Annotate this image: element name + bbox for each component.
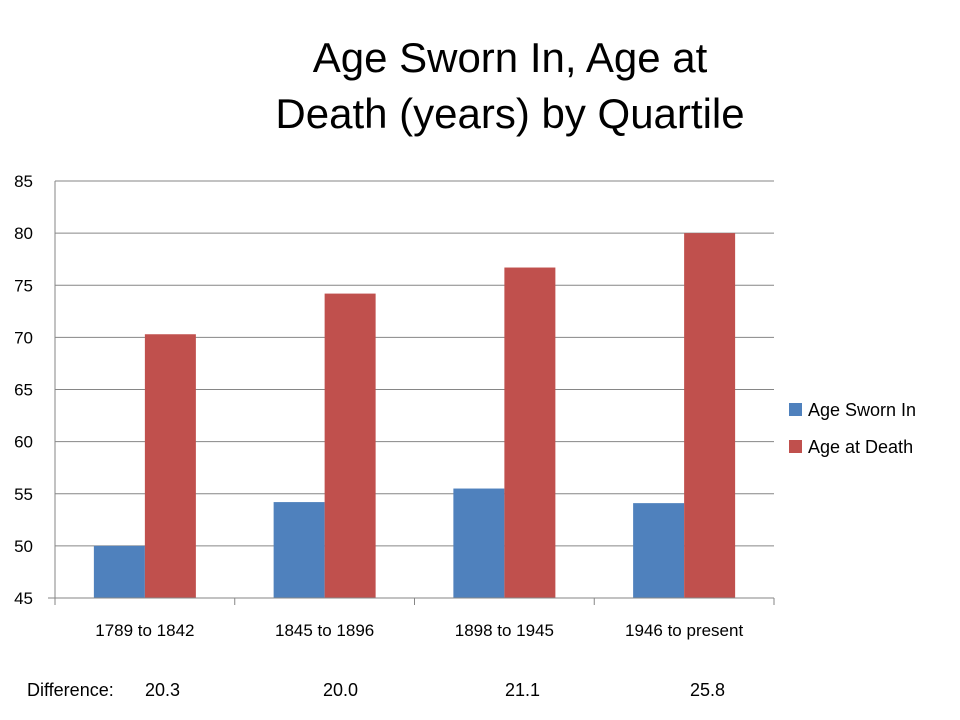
bar-age-sworn-in [273,502,325,598]
y-tick-label: 50 [14,537,33,556]
x-tick-label: 1845 to 1896 [275,621,374,640]
y-tick-label: 70 [14,328,33,347]
bar-age-at-death [144,334,196,598]
legend: Age Sworn In Age at Death [789,400,916,457]
bar-age-at-death [324,293,376,598]
legend-label-age-sworn-in: Age Sworn In [808,400,916,420]
bars [93,233,736,598]
legend-swatch-age-at-death [789,440,802,453]
x-tick-label: 1946 to present [625,621,743,640]
bar-age-at-death [684,233,736,598]
bar-age-sworn-in [453,488,505,598]
difference-value-1: 20.3 [145,680,181,700]
difference-value-4: 25.8 [690,680,726,700]
bar-age-sworn-in [93,545,145,598]
y-tick-label: 80 [14,224,33,243]
chart-title-line-1: Age Sworn In, Age at [312,34,708,81]
legend-swatch-age-sworn-in [789,403,802,416]
x-tick-label: 1898 to 1945 [455,621,554,640]
y-tick-label: 85 [14,172,33,191]
x-tick-label: 1789 to 1842 [95,621,194,640]
y-tick-label: 60 [14,433,33,452]
y-tick-label: 75 [14,276,33,295]
chart-title: Age Sworn In, Age at Death (years) by Qu… [190,30,830,142]
legend-label-age-at-death: Age at Death [808,437,913,457]
difference-value-3: 21.1 [505,680,541,700]
y-tick-label: 55 [14,485,33,504]
y-tick-label: 45 [14,589,33,608]
axes [48,181,775,605]
difference-row: Difference: 20.3 20.0 21.1 25.8 [0,680,960,704]
bar-age-sworn-in [633,503,685,598]
x-axis-tick-labels: 1789 to 1842 1845 to 1896 1898 to 1945 1946… [95,621,743,640]
difference-value-2: 20.0 [323,680,359,700]
chart-title-line-2: Death (years) by Quartile [275,90,745,137]
y-axis-tick-labels: 45 50 55 60 65 70 75 80 85 [14,172,33,608]
difference-label: Difference: [27,680,114,700]
y-tick-label: 65 [14,381,33,400]
bar-age-at-death [504,267,556,598]
